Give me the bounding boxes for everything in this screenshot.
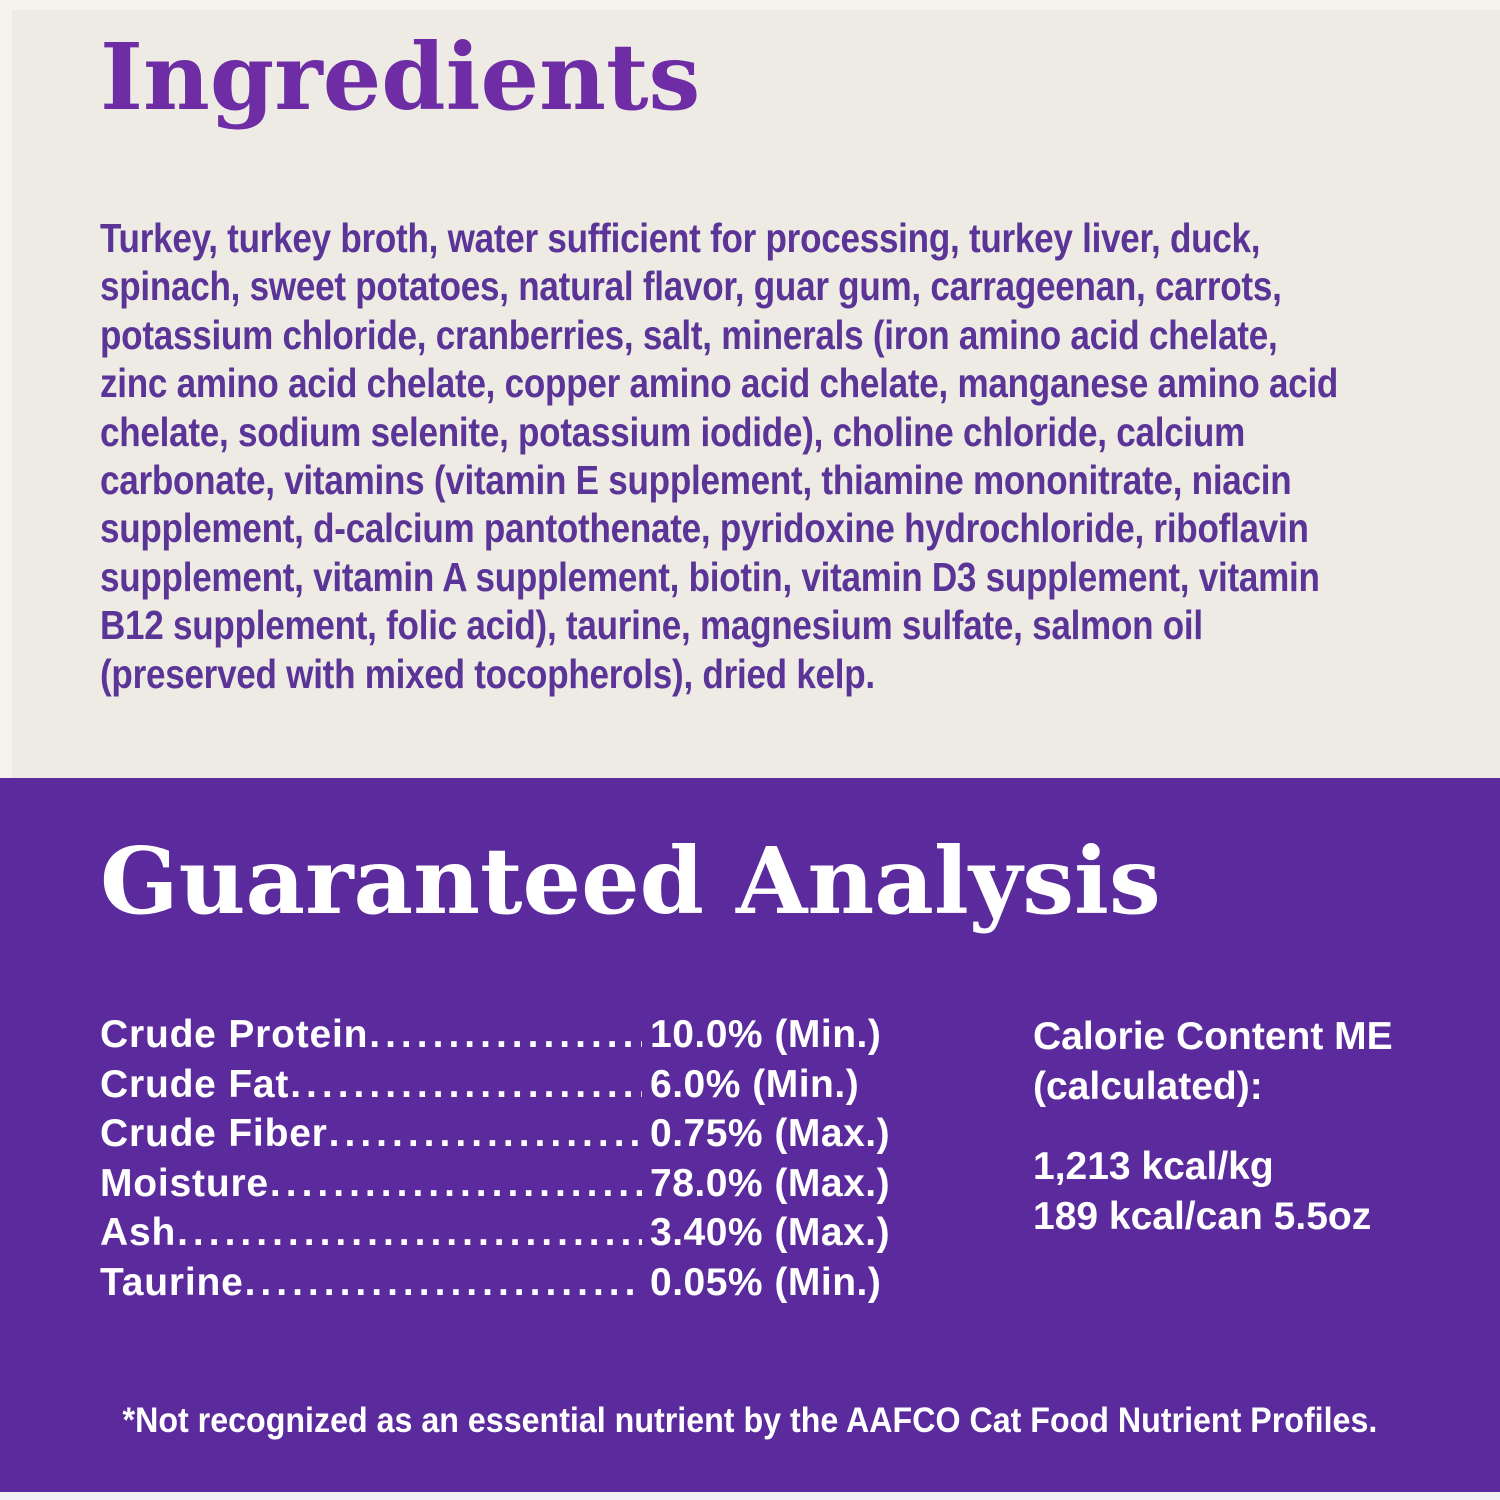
aafco-footnote: *Not recognized as an essential nutrient…: [0, 1400, 1500, 1442]
dot-leader: [369, 1010, 642, 1060]
analysis-row-label: Moisture: [100, 1161, 269, 1205]
calorie-heading-line1: Calorie Content ME: [1033, 1015, 1393, 1058]
ingredients-line: Turkey, turkey broth, water sufficient f…: [100, 215, 1261, 261]
analysis-row-value: 6.0% (Min.): [650, 1062, 860, 1106]
label-bottom-edge: [0, 1492, 1500, 1500]
analysis-row-value: 0.75% (Max.): [650, 1112, 891, 1155]
ingredients-line: (preserved with mixed tocopherols), drie…: [100, 650, 875, 697]
calorie-content-heading: Calorie Content ME (calculated):: [1033, 1012, 1393, 1111]
calorie-value-kg: 1,213 kcal/kg: [1033, 1145, 1274, 1188]
ingredients-text: Turkey, turkey broth, water sufficient f…: [100, 214, 1500, 698]
analysis-row-label: Taurine: [100, 1260, 244, 1304]
analysis-row-label: Crude Fiber: [100, 1112, 328, 1155]
ingredients-line: zinc amino acid chelate, copper amino ac…: [100, 360, 1339, 407]
calorie-heading-line2: (calculated):: [1033, 1064, 1263, 1108]
aafco-footnote-text: *Not recognized as an essential nutrient…: [122, 1401, 1378, 1440]
dot-leader: [245, 1258, 642, 1308]
analysis-row: Moisture 78.0% (Max.): [100, 1159, 900, 1209]
calorie-value-can: 189 kcal/can 5.5oz: [1033, 1195, 1372, 1238]
analysis-row-label: Crude Fat: [100, 1062, 290, 1106]
guaranteed-analysis-title: Guaranteed Analysis: [100, 827, 1161, 935]
analysis-row-value: 0.05% (Min.): [650, 1260, 882, 1304]
analysis-row: Crude Protein 10.0% (Min.): [100, 1010, 900, 1060]
ingredients-line: carbonate, vitamins (vitamin E supplemen…: [100, 457, 1292, 504]
analysis-row-label: Crude Protein: [100, 1013, 369, 1056]
dot-leader: [290, 1060, 642, 1110]
dot-leader: [270, 1159, 642, 1209]
ingredients-line: supplement, d-calcium pantothenate, pyri…: [100, 505, 1309, 552]
analysis-row: Ash 3.40% (Max.): [100, 1208, 900, 1258]
analysis-row-label: Ash: [100, 1211, 177, 1254]
dot-leader: [177, 1208, 642, 1258]
ingredients-section: [12, 10, 1500, 778]
calorie-content-values: 1,213 kcal/kg 189 kcal/can 5.5oz: [1033, 1142, 1393, 1242]
ingredients-title: Ingredients: [100, 23, 701, 131]
analysis-row-value: 3.40% (Max.): [650, 1211, 891, 1254]
dot-leader: [329, 1109, 642, 1159]
ingredients-line: chelate, sodium selenite, potassium iodi…: [100, 408, 1245, 455]
calorie-content-block: Calorie Content ME (calculated): 1,213 k…: [1033, 1012, 1393, 1242]
ingredients-line: supplement, vitamin A supplement, biotin…: [100, 553, 1320, 600]
ingredients-line: spinach, sweet potatoes, natural flavor,…: [100, 263, 1282, 310]
analysis-row-value: 10.0% (Min.): [650, 1013, 882, 1056]
guaranteed-analysis-section: [0, 778, 1500, 1492]
guaranteed-analysis-table: Crude Protein 10.0% (Min.) Crude Fat 6.0…: [100, 1010, 900, 1307]
ingredients-line: potassium chloride, cranberries, salt, m…: [100, 311, 1278, 358]
analysis-row: Taurine 0.05% (Min.): [100, 1258, 900, 1308]
analysis-row-value: 78.0% (Max.): [650, 1161, 891, 1205]
ingredients-line: B12 supplement, folic acid), taurine, ma…: [100, 602, 1203, 649]
analysis-row: Crude Fat 6.0% (Min.): [100, 1060, 900, 1110]
analysis-row: Crude Fiber 0.75% (Max.): [100, 1109, 900, 1159]
